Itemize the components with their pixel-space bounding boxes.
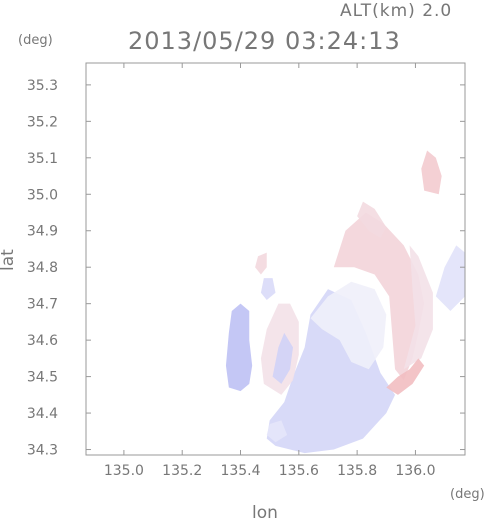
- y-tick-label: 34.5: [27, 370, 58, 386]
- x-tick-label: 135.4: [220, 463, 260, 479]
- y-tick-label: 35.0: [27, 187, 58, 203]
- heatmap-region-west-blue-cluster: [272, 332, 293, 384]
- x-tick-label: 135.8: [337, 463, 377, 479]
- heatmap-region-eastern-light-blue-fragment: [435, 245, 465, 311]
- chart-title: 2013/05/29 03:24:13: [128, 27, 401, 55]
- y-axis-unit: (deg): [18, 33, 53, 48]
- y-tick-label: 34.4: [27, 406, 58, 422]
- heatmap-region-north-red-strip: [357, 201, 387, 239]
- x-tick-label: 135.0: [104, 463, 144, 479]
- x-axis-ticks: 135.0 135.2 135.4 135.6 135.8 136.0: [104, 63, 435, 479]
- y-tick-label: 35.1: [27, 151, 58, 167]
- heatmap-region-southwest-lower-fragment: [266, 420, 288, 443]
- plot-frame: [85, 62, 466, 456]
- heatmap-region-northeast-red-isolate: [421, 150, 442, 195]
- x-tick-label: 136.0: [395, 463, 435, 479]
- y-tick-label: 35.2: [27, 114, 58, 130]
- heatmap-region-neutral-center: [310, 281, 387, 370]
- heatmap-region-east-pink-arc: [403, 245, 433, 370]
- y-tick-label: 34.3: [27, 443, 58, 459]
- y-tick-label: 34.7: [27, 297, 58, 313]
- heatmap-region-northeast-red-band: [333, 212, 425, 381]
- y-tick-label: 34.8: [27, 260, 58, 276]
- x-axis-label: lon: [252, 503, 278, 521]
- heatmap-region-southeast-red-core: [386, 358, 425, 395]
- heatmap-region-northwest-mixed-speckle-2: [260, 278, 276, 301]
- x-axis-unit: (deg): [450, 487, 485, 502]
- heatmap-region-west-blue-patch: [225, 303, 253, 392]
- x-tick-label: 135.2: [162, 463, 202, 479]
- y-tick-label: 34.6: [27, 333, 58, 349]
- altitude-label: ALT(km) 2.0: [340, 1, 452, 21]
- heatmap-region-northwest-mixed-speckle-1: [255, 252, 267, 275]
- x-tick-label: 135.6: [279, 463, 319, 479]
- y-tick-label: 35.3: [27, 78, 58, 94]
- y-tick-label: 34.9: [27, 224, 58, 240]
- y-axis-label: lat: [0, 249, 18, 271]
- y-axis-ticks: 34.3 34.4 34.5 34.6 34.7 34.8 34.9 35.0 35.1 35.2…: [27, 78, 465, 459]
